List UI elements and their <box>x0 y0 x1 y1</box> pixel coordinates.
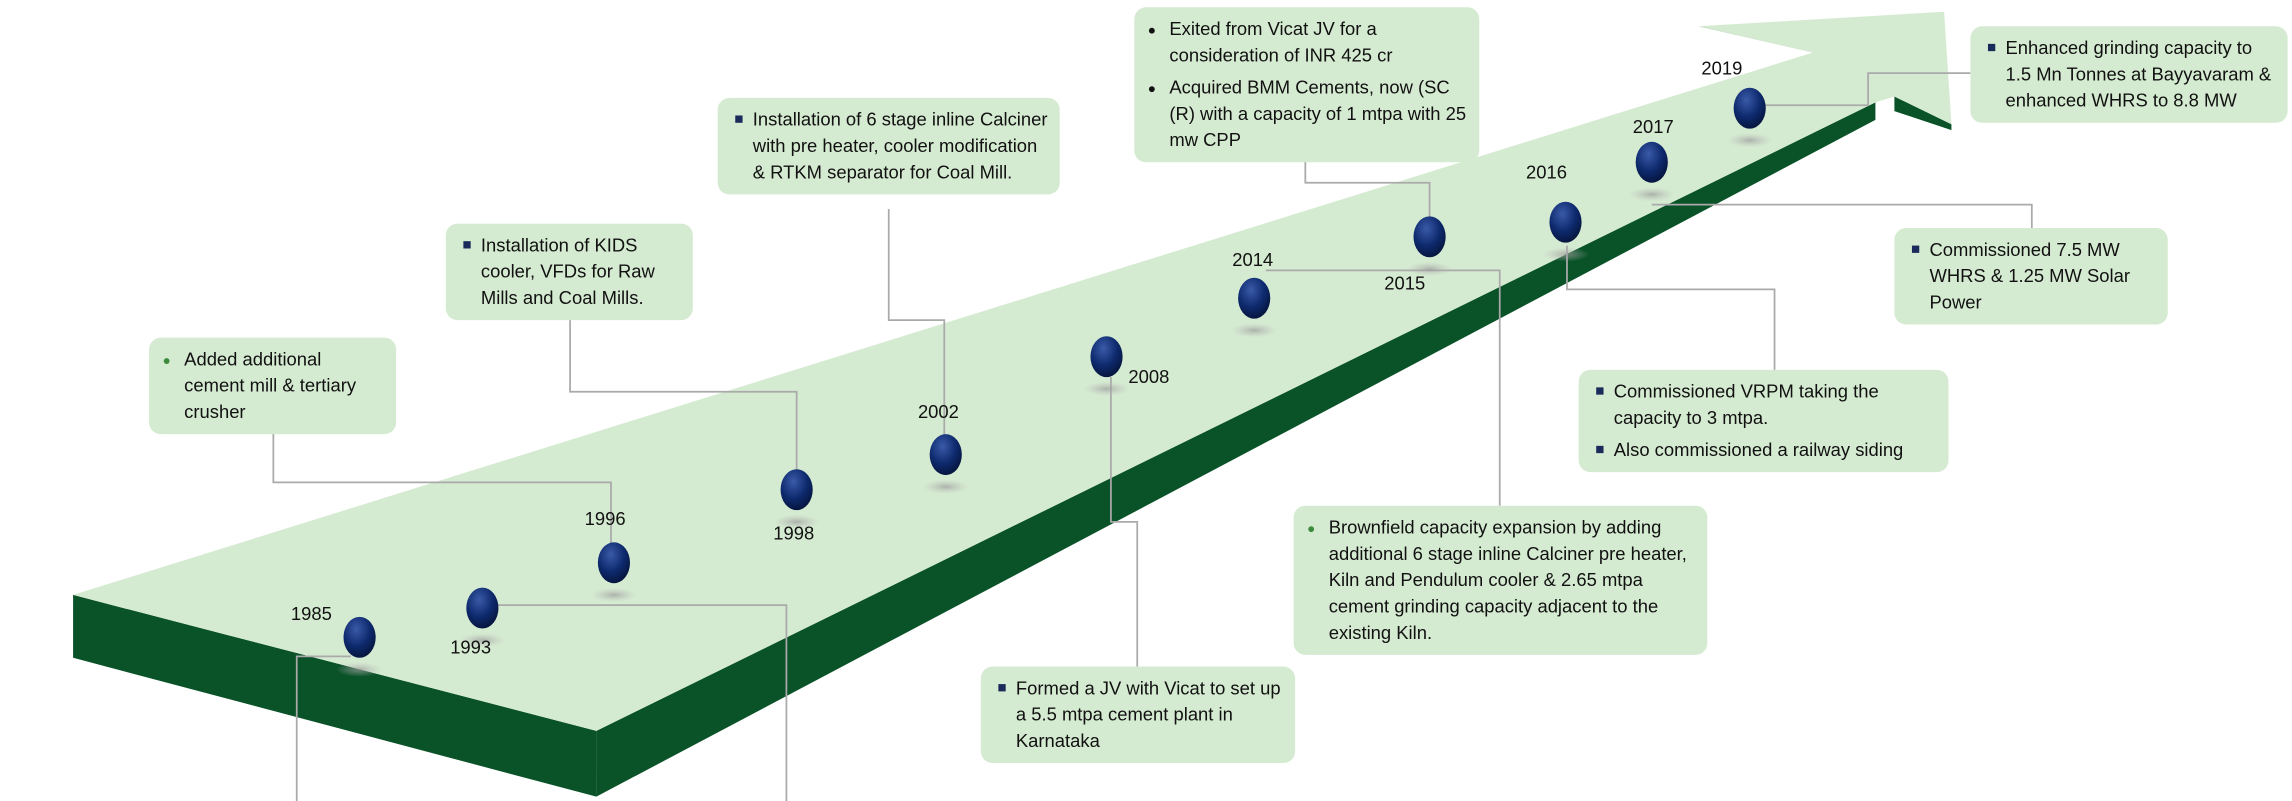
year-label: 1998 <box>773 523 815 544</box>
milestone-dot <box>1549 201 1582 243</box>
connector <box>1566 245 1776 370</box>
milestone-dot <box>780 469 813 511</box>
year-label: 2002 <box>917 401 959 423</box>
bullet-text: Exited from Vicat JV for a consideration… <box>1169 16 1467 69</box>
connector <box>272 423 612 544</box>
year-label: 1985 <box>290 603 332 625</box>
year-label: 2014 <box>1232 249 1274 271</box>
bullet-list: Commissioned VRPM taking the capacity to… <box>1593 379 1937 464</box>
milestone-dot <box>1238 277 1271 319</box>
arrow-side <box>596 102 1876 797</box>
dot-shadow <box>1406 261 1453 277</box>
arrow-side <box>73 594 597 797</box>
dot-shadow <box>1083 381 1130 397</box>
milestone-dot <box>1413 216 1446 258</box>
event-box: Installation of 6 stage inline Calciner … <box>717 97 1060 195</box>
year-label: 1993 <box>450 637 492 658</box>
milestone-dot <box>597 542 631 584</box>
milestone-dot <box>1635 141 1668 183</box>
dot-shadow <box>773 514 821 530</box>
event-box: Formed a JV with Vicat to set up a 5.5 m… <box>980 666 1296 764</box>
bullet-list: Installation of KIDS cooler, VFDs for Ra… <box>460 232 681 311</box>
milestone-dot <box>343 616 376 658</box>
bullet-list: Brownfield capacity expansion by adding … <box>1308 515 1695 647</box>
bullet-text: Also commissioned a railway siding <box>1596 437 1937 463</box>
event-box: Commissioned VRPM taking the capacity to… <box>1578 369 1949 473</box>
dot-shadow <box>1542 247 1589 262</box>
bullet-list: Enhanced grinding capacity to 1.5 Mn Ton… <box>1985 35 2276 114</box>
milestone-dot <box>929 434 962 476</box>
year-label: 2016 <box>1526 162 1568 183</box>
year-label: 2019 <box>1701 58 1743 79</box>
arrow-face <box>73 11 1952 731</box>
event-box: Added additional cement mill & tertiary … <box>149 337 397 435</box>
connector <box>1651 203 2033 229</box>
connectors <box>272 72 2033 801</box>
connector <box>887 209 946 436</box>
year-label: 2015 <box>1384 273 1426 294</box>
bullet-text: Brownfield capacity expansion by adding … <box>1329 515 1696 647</box>
event-box: Enhanced grinding capacity to 1.5 Mn Ton… <box>1970 26 2288 123</box>
bullet-text: Commissioned VRPM taking the capacity to… <box>1596 379 1937 432</box>
connector <box>1265 269 1501 506</box>
year-label: 1996 <box>584 508 626 530</box>
bullet-text: Formed a JV with Vicat to set up a 5.5 m… <box>998 675 1283 754</box>
connector <box>569 317 798 471</box>
connector <box>1110 377 1139 667</box>
bullet-list: Exited from Vicat JV for a consideration… <box>1149 16 1468 153</box>
bullet-list: Added additional cement mill & tertiary … <box>164 346 385 425</box>
dot-shadow <box>590 587 638 603</box>
milestone-dot <box>1733 87 1766 129</box>
year-label: 2017 <box>1632 116 1674 138</box>
dot-shadow <box>1230 323 1278 338</box>
bullet-list: Commissioned 7.5 MW WHRS & 1.25 MW Solar… <box>1909 237 2156 316</box>
connector <box>295 655 351 801</box>
connector <box>1761 72 1971 107</box>
connector <box>1304 146 1431 220</box>
dot-shadow <box>336 662 383 677</box>
bullet-text: Commissioned 7.5 MW WHRS & 1.25 MW Solar… <box>1911 237 2156 316</box>
milestone-dot <box>466 587 499 629</box>
dot-shadow <box>1628 187 1676 202</box>
dot-shadow <box>1726 133 1774 148</box>
bullet-text: Acquired BMM Cements, now (SC (R) with a… <box>1169 75 1467 154</box>
bullet-text: Added additional cement mill & tertiary … <box>184 346 384 425</box>
dot-shadow <box>922 479 970 495</box>
bullet-text: Installation of KIDS cooler, VFDs for Ra… <box>463 232 681 311</box>
connector <box>496 604 788 801</box>
arrow-side <box>1894 96 1952 131</box>
event-box: Commissioned 7.5 MW WHRS & 1.25 MW Solar… <box>1894 228 2168 325</box>
event-box: Brownfield capacity expansion by adding … <box>1293 505 1708 655</box>
bullet-list: Installation of 6 stage inline Calciner … <box>732 107 1048 186</box>
year-label: 2008 <box>1128 366 1170 388</box>
bullet-text: Installation of 6 stage inline Calciner … <box>735 107 1048 186</box>
dot-shadow <box>458 632 506 648</box>
event-box: Exited from Vicat JV for a consideration… <box>1134 7 1480 163</box>
bullet-text: Enhanced grinding capacity to 1.5 Mn Ton… <box>1987 35 2276 114</box>
milestone-dot <box>1090 336 1123 378</box>
event-box: Installation of KIDS cooler, VFDs for Ra… <box>445 223 693 321</box>
bullet-list: Formed a JV with Vicat to set up a 5.5 m… <box>995 675 1283 754</box>
